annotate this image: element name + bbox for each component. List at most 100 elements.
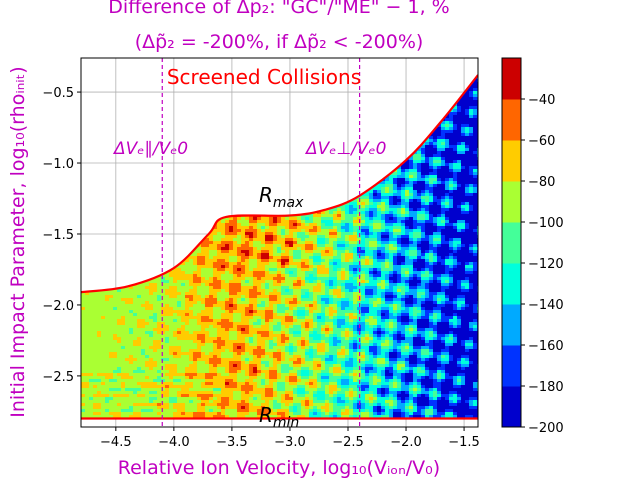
- contour-cell-2302: [153, 322, 158, 326]
- contour-cell-3036: [177, 310, 182, 314]
- contour-cell-3282: [185, 310, 190, 314]
- contour-cell-1457: [125, 370, 130, 374]
- contour-cell-2303: [153, 325, 158, 329]
- contour-cell-91: [81, 331, 86, 335]
- contour-cell-346: [89, 358, 94, 362]
- contour-cell-971: [109, 388, 114, 392]
- contour-cell-2324: [153, 388, 158, 392]
- contour-cell-3668: [197, 361, 202, 365]
- contour-cell-3809: [201, 415, 206, 419]
- contour-cell-3637: [197, 268, 202, 272]
- contour-cell-3189: [181, 400, 186, 404]
- contour-cell-2821: [169, 403, 174, 407]
- contour-cell-1951: [141, 376, 146, 380]
- contour-cell-3771: [201, 301, 206, 305]
- contour-cell-4625: [229, 280, 234, 284]
- contour-cell-1208: [117, 361, 122, 365]
- contour-cell-1323: [121, 337, 126, 341]
- contour-cell-717: [101, 364, 106, 368]
- contour-cell-1934: [141, 325, 146, 329]
- contour-cell-2053: [145, 313, 150, 317]
- contour-cell-4253: [217, 271, 222, 275]
- contour-cell-4904: [237, 379, 242, 383]
- contour-cell-2947: [173, 412, 178, 416]
- contour-cell-1699: [133, 358, 138, 362]
- contour-cell-938: [109, 289, 114, 293]
- contour-cell-473: [93, 370, 98, 374]
- contour-cell-3549: [193, 373, 198, 377]
- contour-cell-4276: [217, 340, 222, 344]
- contour-cell-4911: [237, 400, 242, 404]
- contour-cell-4260: [217, 292, 222, 296]
- contour-cell-4898: [237, 361, 242, 365]
- contour-cell-2538: [161, 292, 166, 296]
- contour-cell-4143: [213, 310, 218, 314]
- contour-cell-3286: [185, 322, 190, 326]
- contour-cell-1449: [125, 346, 130, 350]
- contour-cell-1332: [121, 364, 126, 368]
- contour-cell-1221: [117, 400, 122, 404]
- contour-cell-4875: [237, 292, 242, 296]
- contour-cell-4769: [233, 343, 238, 347]
- contour-cell-700: [101, 313, 106, 317]
- contour-cell-4403: [221, 352, 226, 356]
- contour-cell-2919: [173, 328, 178, 332]
- contour-cell-4489: [225, 241, 230, 245]
- contour-cell-1687: [133, 322, 138, 326]
- contour-cell-2932: [173, 367, 178, 371]
- contour-cell-4623: [229, 274, 234, 278]
- contour-cell-3387: [189, 256, 194, 260]
- contour-cell-1830: [137, 382, 142, 386]
- contour-cell-843: [105, 373, 110, 377]
- contour-cell-4000: [209, 250, 214, 254]
- contour-cell-3039: [177, 319, 182, 323]
- contour-cell-4860: [237, 247, 242, 251]
- contour-cell-4007: [209, 271, 214, 275]
- contour-cell-4041: [209, 373, 214, 377]
- contour-cell-3885: [205, 274, 210, 278]
- contour-cell-4039: [209, 367, 214, 371]
- contour-cell-1464: [125, 391, 130, 395]
- contour-cell-729: [101, 400, 106, 404]
- contour-cell-2937: [173, 382, 178, 386]
- contour-cell-1324: [121, 340, 126, 344]
- contour-cell-1086: [113, 364, 118, 368]
- contour-cell-602: [97, 388, 102, 392]
- contour-cell-4178: [213, 415, 218, 419]
- contour-cell-709: [101, 340, 106, 344]
- contour-cell-2065: [145, 349, 150, 353]
- contour-cell-3163: [181, 322, 186, 326]
- contour-cell-4510: [225, 304, 230, 308]
- contour-cell-2546: [161, 316, 166, 320]
- contour-cell-964: [109, 367, 114, 371]
- contour-cell-1348: [121, 412, 126, 416]
- contour-cell-3192: [181, 409, 186, 413]
- contour-cell-2807: [169, 361, 174, 365]
- contour-cell-4789: [233, 403, 238, 407]
- contour-cell-4763: [233, 325, 238, 329]
- contour-cell-2291: [153, 289, 158, 293]
- contour-cell-2701: [165, 412, 170, 416]
- contour-cell-3773: [201, 307, 206, 311]
- contour-cell-2926: [173, 349, 178, 353]
- contour-cell-1809: [137, 319, 142, 323]
- contour-cell-333: [89, 319, 94, 323]
- contour-cell-2941: [173, 394, 178, 398]
- contour-cell-2684: [165, 361, 170, 365]
- contour-cell-3654: [197, 319, 202, 323]
- contour-cell-1080: [113, 346, 118, 350]
- contour-cell-4035: [209, 355, 214, 359]
- contour-cell-3681: [197, 400, 202, 404]
- contour-cell-4868: [237, 271, 242, 275]
- contour-cell-4388: [221, 307, 226, 311]
- contour-cell-1695: [133, 346, 138, 350]
- contour-cell-2695: [165, 394, 170, 398]
- contour-cell-1313: [121, 307, 126, 311]
- contour-cell-4031: [209, 343, 214, 347]
- contour-cell-4667: [229, 406, 234, 410]
- contour-cell-2671: [165, 322, 170, 326]
- contour-cell-976: [109, 403, 114, 407]
- contour-cell-854: [105, 406, 110, 410]
- contour-cell-586: [97, 340, 102, 344]
- contour-cell-2927: [173, 352, 178, 356]
